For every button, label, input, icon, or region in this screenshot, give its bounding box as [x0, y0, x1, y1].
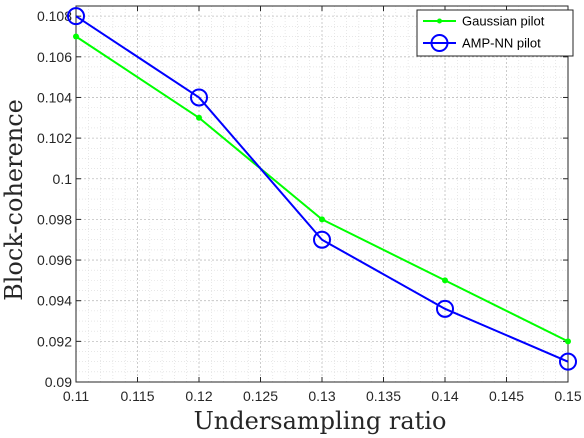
y-tick-label: 0.092: [37, 333, 72, 349]
data-point-gaussian-pilot: [196, 114, 202, 121]
y-tick-label: 0.102: [37, 130, 72, 146]
data-point-gaussian-pilot: [319, 216, 325, 223]
x-tick-label: 0.12: [185, 388, 212, 404]
data-point-amp-nn-pilot: [313, 230, 331, 249]
data-point-amp-nn-pilot: [436, 299, 454, 318]
data-point-gaussian-pilot: [565, 338, 571, 345]
x-tick-label: 0.11: [63, 388, 89, 404]
y-tick-label: 0.1: [53, 171, 73, 187]
y-tick-label: 0.098: [37, 211, 72, 227]
x-axis-title: Undersampling ratio: [194, 407, 447, 435]
x-axis-tick-labels: 0.11 0.115 0.12 0.125 0.13 0.135 0.14 0.145 0.15: [63, 388, 582, 404]
data-point-amp-nn-pilot: [67, 7, 85, 26]
data-point-amp-nn-pilot: [190, 88, 208, 107]
x-tick-label: 0.13: [308, 388, 335, 404]
x-tick-label: 0.145: [489, 388, 524, 404]
y-tick-label: 0.108: [37, 8, 72, 24]
y-axis-tick-labels: 0.09 0.092 0.094 0.096 0.098 0.1 0.102 0.104 0.1…: [37, 8, 72, 390]
legend-marker-gaussian-pilot: [437, 18, 442, 24]
legend: Gaussian pilot AMP-NN pilot: [416, 9, 574, 57]
legend-label-amp-nn-pilot: AMP-NN pilot: [462, 36, 541, 51]
legend-box: [416, 9, 574, 57]
legend-marker-amp-nn-pilot: [430, 34, 449, 52]
series-layer: [67, 7, 577, 371]
x-tick-label: 0.15: [554, 388, 581, 404]
y-tick-label: 0.104: [37, 89, 72, 105]
x-tick-label: 0.135: [366, 388, 401, 404]
y-tick-label: 0.09: [45, 374, 72, 390]
x-tick-label: 0.125: [243, 388, 278, 404]
y-tick-label: 0.106: [37, 49, 72, 65]
series-line-amp-nn-pilot: [75, 15, 569, 363]
x-tick-label: 0.14: [431, 388, 458, 404]
legend-label-gaussian-pilot: Gaussian pilot: [462, 14, 545, 29]
y-tick-label: 0.096: [37, 252, 72, 268]
y-tick-label: 0.094: [37, 293, 72, 309]
y-axis-title: Block-coherence: [0, 99, 28, 301]
data-point-gaussian-pilot: [73, 33, 79, 40]
x-tick-label: 0.115: [121, 388, 155, 404]
data-point-amp-nn-pilot: [559, 352, 577, 371]
data-point-gaussian-pilot: [442, 277, 448, 284]
